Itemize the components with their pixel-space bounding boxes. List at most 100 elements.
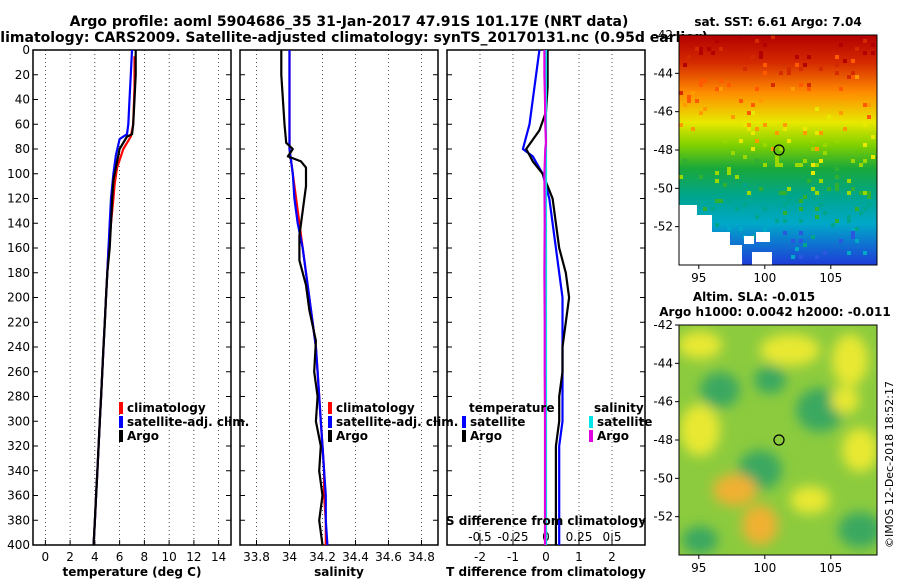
sst-map-pixel	[743, 203, 747, 207]
sst-map-pixel	[847, 95, 851, 99]
sst-map-pixel	[715, 87, 719, 91]
depth-tick-label: 340	[7, 464, 30, 478]
sst-map-pixel	[847, 191, 851, 195]
sst-map-pixel	[727, 199, 731, 203]
salinity-xtick-label: 34.2	[309, 550, 336, 564]
sst-map-pixel	[795, 199, 799, 203]
sst-map-pixel	[759, 99, 763, 103]
sst-map-pixel	[679, 91, 683, 95]
sst-map-pixel	[691, 127, 695, 131]
sst-map-pixel	[783, 127, 787, 131]
sst-map-pixel	[771, 35, 775, 39]
sst-map-pixel	[763, 207, 767, 211]
sst-map-pixel	[779, 163, 783, 167]
sst-map-pixel	[743, 67, 747, 71]
sst-map-ytick-label: -48	[653, 143, 673, 157]
sst-map-pixel	[743, 123, 747, 127]
sst-map-pixel	[799, 83, 803, 87]
depth-tick-label: 260	[7, 365, 30, 379]
salinity-xtick-label: 33.8	[243, 550, 270, 564]
sst-map-pixel	[687, 55, 691, 59]
sst-map	[679, 35, 877, 265]
sst-map-pixel	[799, 207, 803, 211]
temperature-series-line	[92, 49, 134, 546]
sst-map-pixel	[787, 139, 791, 143]
salinity-legend-swatch-argo	[328, 430, 332, 442]
sst-map-pixel	[863, 39, 867, 43]
sst-map-pixel	[819, 131, 823, 135]
difference-legend-swatch-temp-satellite	[462, 416, 466, 428]
depth-tick-label: 0	[22, 43, 30, 57]
depth-tick-label: 180	[7, 266, 30, 280]
sst-map-pixel	[871, 51, 875, 55]
sst-map-pixel	[843, 127, 847, 131]
sst-map-pixel	[815, 163, 819, 167]
sst-map-pixel	[691, 91, 695, 95]
sst-map-pixel	[739, 227, 743, 231]
sst-map-pixel	[715, 223, 719, 227]
sst-map-argo-marker	[773, 144, 785, 156]
sst-map-pixel	[799, 199, 803, 203]
temperature-xtick-label: 14	[211, 550, 226, 564]
salinity-xtick-label: 34.6	[375, 550, 402, 564]
salinity-legend-swatch-climatology	[328, 402, 332, 414]
sst-map-pixel	[723, 139, 727, 143]
sst-map-pixel	[739, 35, 743, 39]
salinity-legend-swatch-satellite	[328, 416, 332, 428]
depth-tick-label: 220	[7, 315, 30, 329]
sst-map-pixel	[819, 159, 823, 163]
sst-map-pixel	[831, 195, 835, 199]
header-line-1: Argo profile: aoml 5904686_35 31-Jan-201…	[70, 14, 629, 30]
depth-tick-label: 300	[7, 414, 30, 428]
temperature-legend: climatology satellite-adj. clim. Argo	[119, 401, 249, 443]
sst-map-pixel	[855, 239, 859, 243]
sst-map-pixel	[803, 195, 807, 199]
sst-map-pixel	[719, 79, 723, 83]
sst-map-pixel	[859, 191, 863, 195]
sst-map-pixel	[763, 63, 767, 67]
sst-map-pixel	[867, 115, 871, 119]
sst-map-pixel	[755, 127, 759, 131]
depth-tick-label: 140	[7, 216, 30, 230]
sst-map-pixel	[739, 99, 743, 103]
sst-map-pixel	[719, 87, 723, 91]
sst-map-pixel	[815, 147, 819, 151]
sst-map-pixel	[775, 163, 779, 167]
sst-map-pixel	[727, 227, 731, 231]
difference-top-tick-label: -0.25	[497, 530, 528, 544]
salinity-legend-argo: Argo	[336, 429, 368, 443]
sst-map-pixel	[815, 107, 819, 111]
temperature-legend-argo: Argo	[127, 429, 159, 443]
sst-map-pixel	[783, 231, 787, 235]
difference-legend-temp-argo: Argo	[470, 429, 502, 443]
sst-map-pixel	[687, 99, 691, 103]
sst-map-pixel	[755, 139, 759, 143]
sst-map-pixel	[823, 151, 827, 155]
salinity-profile-chart: 33.8 34 34.2 34.4 34.6 34.8	[240, 49, 438, 564]
temperature-legend-swatch-argo	[119, 430, 123, 442]
sst-map-pixel	[755, 159, 759, 163]
sst-map-pixel	[803, 159, 807, 163]
sst-map-pixel	[827, 115, 831, 119]
sla-map-blob	[700, 372, 740, 408]
temperature-legend-satellite: satellite-adj. clim.	[127, 415, 249, 429]
sla-map-ytick-label: -48	[653, 433, 673, 447]
sst-map-pixel	[731, 151, 735, 155]
sst-map-pixel	[699, 51, 703, 55]
temperature-xlabel: temperature (deg C)	[63, 565, 202, 579]
difference-top-axis-label: S difference from climatology	[446, 514, 646, 528]
sst-map-pixel	[851, 231, 855, 235]
sla-map-axes: 95 100 105 -42 -44 -46 -48 -50 -52	[653, 318, 842, 575]
difference-xtick-label: 0	[542, 550, 550, 564]
sst-map-pixel	[815, 255, 819, 259]
sst-map-axes: 95 100 105 -42 -44 -46 -48 -50 -52	[653, 28, 842, 285]
sst-map-pixel	[815, 191, 819, 195]
sst-map-pixel	[839, 111, 843, 115]
sst-map-pixel	[783, 191, 787, 195]
depth-tick-label: 240	[7, 340, 30, 354]
sst-map-pixel	[847, 251, 851, 255]
sst-map-pixel	[715, 199, 719, 203]
sst-map-pixel	[811, 171, 815, 175]
sla-map-blob	[760, 334, 820, 366]
